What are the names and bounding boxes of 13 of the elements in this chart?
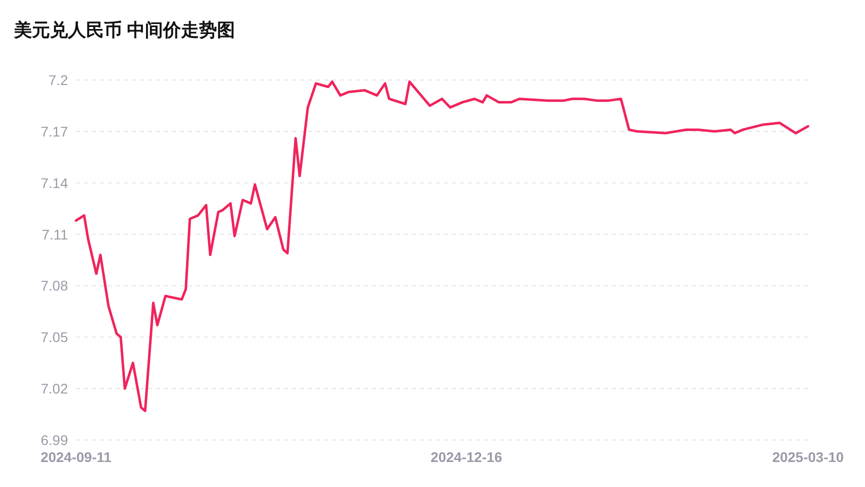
y-tick-label: 7.2 — [48, 72, 68, 88]
y-tick-label: 6.99 — [40, 432, 68, 448]
y-tick-label: 7.02 — [40, 380, 68, 397]
line-series — [74, 80, 810, 412]
x-tick-label: 2024-12-16 — [430, 449, 502, 465]
y-tick-label: 7.05 — [40, 329, 68, 346]
x-tick-label: 2024-09-11 — [40, 449, 112, 465]
chart-title: 美元兑人民币 中间价走势图 — [13, 20, 236, 40]
x-tick-label: 2025-03-10 — [772, 449, 844, 465]
y-tick-label: 7.08 — [40, 278, 68, 294]
y-tick-label: 7.14 — [40, 174, 68, 191]
y-tick-label: 7.11 — [42, 226, 68, 242]
y-tick-label: 7.17 — [40, 123, 68, 140]
